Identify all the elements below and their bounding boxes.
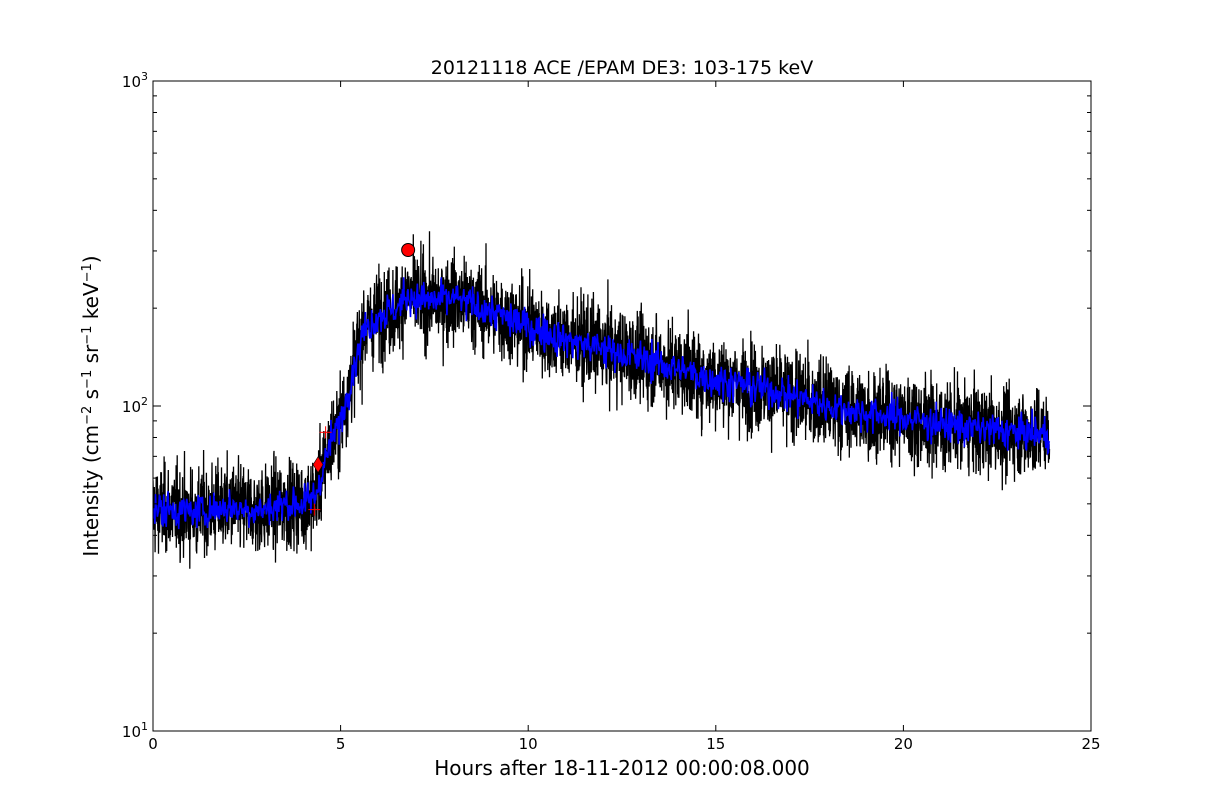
plot-frame [152, 80, 1092, 732]
y-tick-label: 101 [122, 720, 148, 741]
chart-title: 20121118 ACE /EPAM DE3: 103-175 keV [431, 57, 813, 79]
plot-layer [153, 231, 1051, 569]
series-line-1 [153, 277, 1051, 530]
y-tick-label: 103 [122, 70, 148, 91]
x-tick-label: 0 [148, 735, 158, 753]
x-tick-label: 5 [336, 735, 346, 753]
x-axis-label: Hours after 18-11-2012 00:00:08.000 [434, 756, 810, 780]
y-tick-label: 102 [122, 395, 148, 416]
y-axis-label: Intensity (cm−2 s−1 sr−1 keV−1) [79, 255, 103, 556]
x-tick-label: 15 [706, 735, 725, 753]
peak-circle-marker [401, 242, 416, 257]
x-tick-label: 20 [894, 735, 913, 753]
x-tick-label: 25 [1081, 735, 1100, 753]
plus-marker [319, 426, 332, 439]
onset-diamond-marker [312, 456, 324, 474]
x-tick-label: 10 [519, 735, 538, 753]
plus-marker [308, 503, 321, 516]
